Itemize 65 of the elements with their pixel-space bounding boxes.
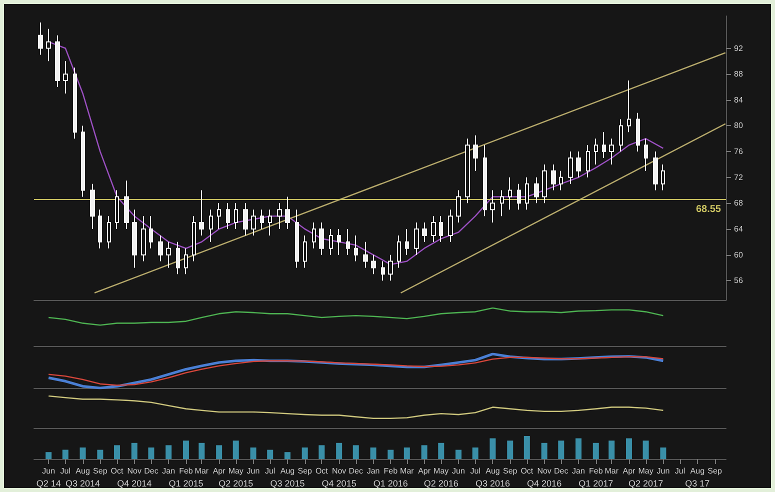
y-tick-label: 68	[734, 198, 744, 208]
x2-tick-label: Q2 2015	[218, 478, 254, 488]
x-tick-label: May	[434, 466, 449, 476]
x-tick-label: Apr	[212, 466, 226, 476]
x-tick-label: Feb	[179, 466, 194, 476]
x-tick-label: Mar	[194, 466, 209, 476]
x-tick-label: Jun	[246, 466, 260, 476]
x-tick-label: Jul	[60, 466, 71, 476]
y-tick-label: 88	[734, 70, 744, 79]
x2-tick-label: Q2 14	[36, 478, 61, 488]
x-tick-label: Jan	[572, 466, 585, 476]
x-tick-label: Oct	[520, 466, 534, 476]
x-tick-label: Aug	[76, 466, 90, 476]
x2-tick-label: Q4 2015	[322, 478, 356, 488]
x-tick-label: Apr	[418, 466, 431, 476]
x-tick-label: Mar	[604, 466, 619, 476]
x-tick-label: Dec	[144, 466, 158, 476]
x2-tick-label: Q1 2017	[578, 478, 614, 488]
x-tick-label: Aug	[690, 466, 705, 476]
x2-tick-label: Q3 2016	[475, 478, 510, 488]
x-tick-label: Sep	[93, 466, 108, 476]
x-tick-label: Jul	[264, 466, 276, 476]
x-tick-label: Sep	[298, 466, 313, 476]
x-tick-label: Sep	[708, 466, 722, 476]
x-tick-label: Nov	[127, 466, 142, 476]
x-tick-label: May	[228, 466, 244, 476]
x-tick-label: May	[638, 466, 654, 476]
x2-tick-label: Q4 2014	[117, 478, 152, 488]
x2-tick-label: Q3 2014	[66, 478, 100, 488]
x-tick-label: Oct	[110, 466, 124, 476]
y-tick-label: 64	[734, 224, 744, 234]
x2-tick-label: Q4 2016	[527, 478, 562, 488]
x-tick-label: Feb	[589, 466, 604, 476]
x2-tick-label: Q2 2016	[424, 478, 458, 488]
x2-tick-label: Q3 17	[685, 478, 710, 488]
y-tick-label: 60	[734, 250, 744, 260]
x-tick-label: Jun	[42, 466, 56, 476]
ref-line-label: 68.55	[696, 204, 722, 216]
x2-tick-label: Q3 2015	[270, 478, 305, 488]
y-tick-label: 92	[734, 44, 744, 53]
y-tick-label: 76	[734, 147, 744, 156]
y-tick-label: 84	[734, 95, 744, 104]
x-tick-label: Nov	[537, 466, 552, 476]
x-tick-label: Jul	[674, 466, 686, 476]
x-tick-label: Jun	[452, 466, 465, 476]
y-tick-label: 56	[734, 276, 744, 286]
x2-tick-label: Q1 2015	[168, 478, 204, 488]
x-tick-label: Feb	[384, 466, 398, 476]
x-tick-label: Dec	[554, 466, 568, 476]
x-tick-label: Jan	[162, 466, 176, 476]
y-tick-label: 72	[734, 172, 744, 182]
x-tick-label: Mar	[400, 466, 414, 476]
x-tick-label: Jan	[366, 466, 380, 476]
x-tick-label: Nov	[332, 466, 346, 476]
x-tick-label: Jun	[656, 466, 670, 476]
x2-tick-label: Q2 2017	[628, 478, 664, 488]
x-tick-label: Aug	[280, 466, 295, 476]
x-tick-label: Dec	[348, 466, 364, 476]
y-tick-label: 80	[734, 121, 744, 130]
x-tick-label: Apr	[622, 466, 636, 476]
x-tick-label: Aug	[486, 466, 500, 476]
x-tick-label: Jul	[470, 466, 481, 476]
x2-tick-label: Q1 2016	[373, 478, 408, 488]
x-tick-label: Oct	[315, 466, 329, 476]
x-tick-label: Sep	[502, 466, 518, 476]
